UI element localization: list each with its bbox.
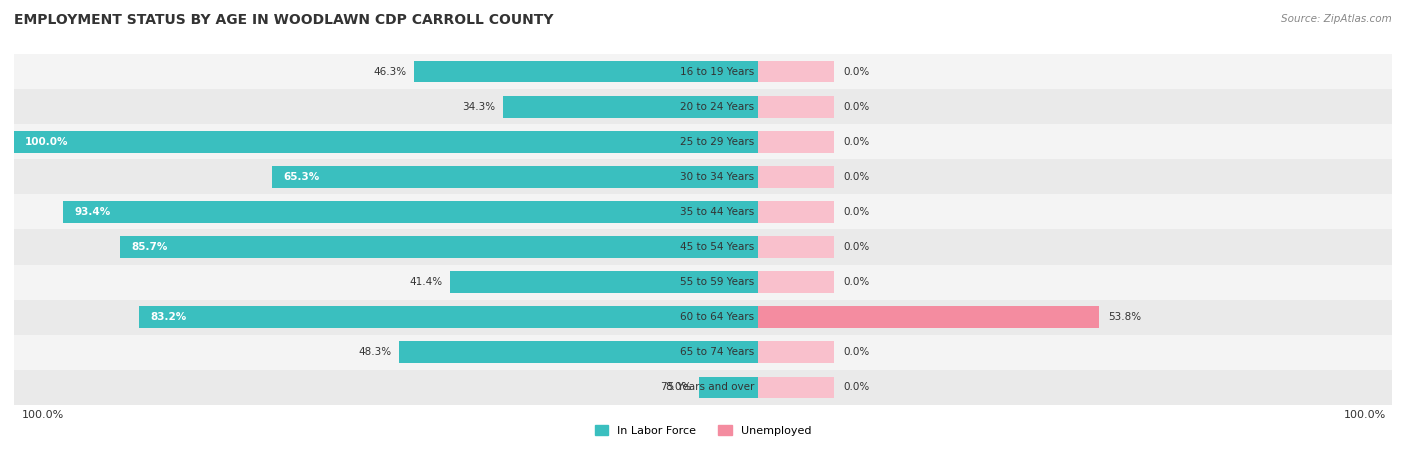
Text: 0.0%: 0.0% [844,67,870,76]
Text: 35 to 44 Years: 35 to 44 Years [681,207,755,217]
Bar [758,54,1392,89]
Text: 65 to 74 Years: 65 to 74 Years [681,347,755,357]
Bar [758,230,1392,265]
Text: 0.0%: 0.0% [844,277,870,287]
Bar [14,159,758,194]
Text: 34.3%: 34.3% [463,102,495,112]
Text: 75 Years and over: 75 Years and over [661,382,755,392]
Bar [14,230,758,265]
Text: 55 to 59 Years: 55 to 59 Years [681,277,755,287]
Text: 85.7%: 85.7% [132,242,167,252]
Bar [413,61,758,82]
Bar [14,370,758,405]
Bar [758,271,834,293]
Bar [14,300,758,335]
Text: 48.3%: 48.3% [359,347,391,357]
Text: 8.0%: 8.0% [665,382,692,392]
Bar [758,131,834,153]
Text: 93.4%: 93.4% [75,207,111,217]
Bar [14,89,758,124]
Bar [139,306,758,328]
Bar [14,124,758,159]
Bar [14,194,758,230]
Bar [758,61,834,82]
Text: 100.0%: 100.0% [1343,410,1385,420]
Bar [758,96,834,117]
Bar [758,159,1392,194]
Bar [758,89,1392,124]
Bar [758,201,834,223]
Bar [450,271,758,293]
Bar [273,166,758,188]
Text: 0.0%: 0.0% [844,382,870,392]
Bar [14,131,758,153]
Bar [758,124,1392,159]
Text: 45 to 54 Years: 45 to 54 Years [681,242,755,252]
Bar [758,342,834,363]
Text: 46.3%: 46.3% [373,67,406,76]
Bar [758,370,1392,405]
Text: 60 to 64 Years: 60 to 64 Years [681,312,755,322]
Legend: In Labor Force, Unemployed: In Labor Force, Unemployed [591,420,815,440]
Bar [14,265,758,300]
Text: 0.0%: 0.0% [844,207,870,217]
Bar [63,201,758,223]
Bar [758,265,1392,300]
Text: EMPLOYMENT STATUS BY AGE IN WOODLAWN CDP CARROLL COUNTY: EMPLOYMENT STATUS BY AGE IN WOODLAWN CDP… [14,14,554,27]
Bar [758,166,834,188]
Bar [758,194,1392,230]
Text: 0.0%: 0.0% [844,102,870,112]
Bar [503,96,758,117]
Text: 41.4%: 41.4% [409,277,443,287]
Bar [758,300,1392,335]
Text: 65.3%: 65.3% [284,172,319,182]
Text: 83.2%: 83.2% [150,312,187,322]
Text: 16 to 19 Years: 16 to 19 Years [681,67,755,76]
Bar [14,54,758,89]
Text: 0.0%: 0.0% [844,242,870,252]
Bar [14,335,758,370]
Bar [758,377,834,398]
Text: 30 to 34 Years: 30 to 34 Years [681,172,755,182]
Text: 100.0%: 100.0% [21,410,63,420]
Bar [758,306,1099,328]
Text: 0.0%: 0.0% [844,347,870,357]
Text: 100.0%: 100.0% [25,137,69,147]
Bar [758,236,834,258]
Bar [758,335,1392,370]
Text: Source: ZipAtlas.com: Source: ZipAtlas.com [1281,14,1392,23]
Bar [699,377,758,398]
Text: 20 to 24 Years: 20 to 24 Years [681,102,755,112]
Bar [399,342,758,363]
Text: 53.8%: 53.8% [1108,312,1142,322]
Bar [121,236,758,258]
Text: 0.0%: 0.0% [844,172,870,182]
Text: 25 to 29 Years: 25 to 29 Years [681,137,755,147]
Text: 0.0%: 0.0% [844,137,870,147]
